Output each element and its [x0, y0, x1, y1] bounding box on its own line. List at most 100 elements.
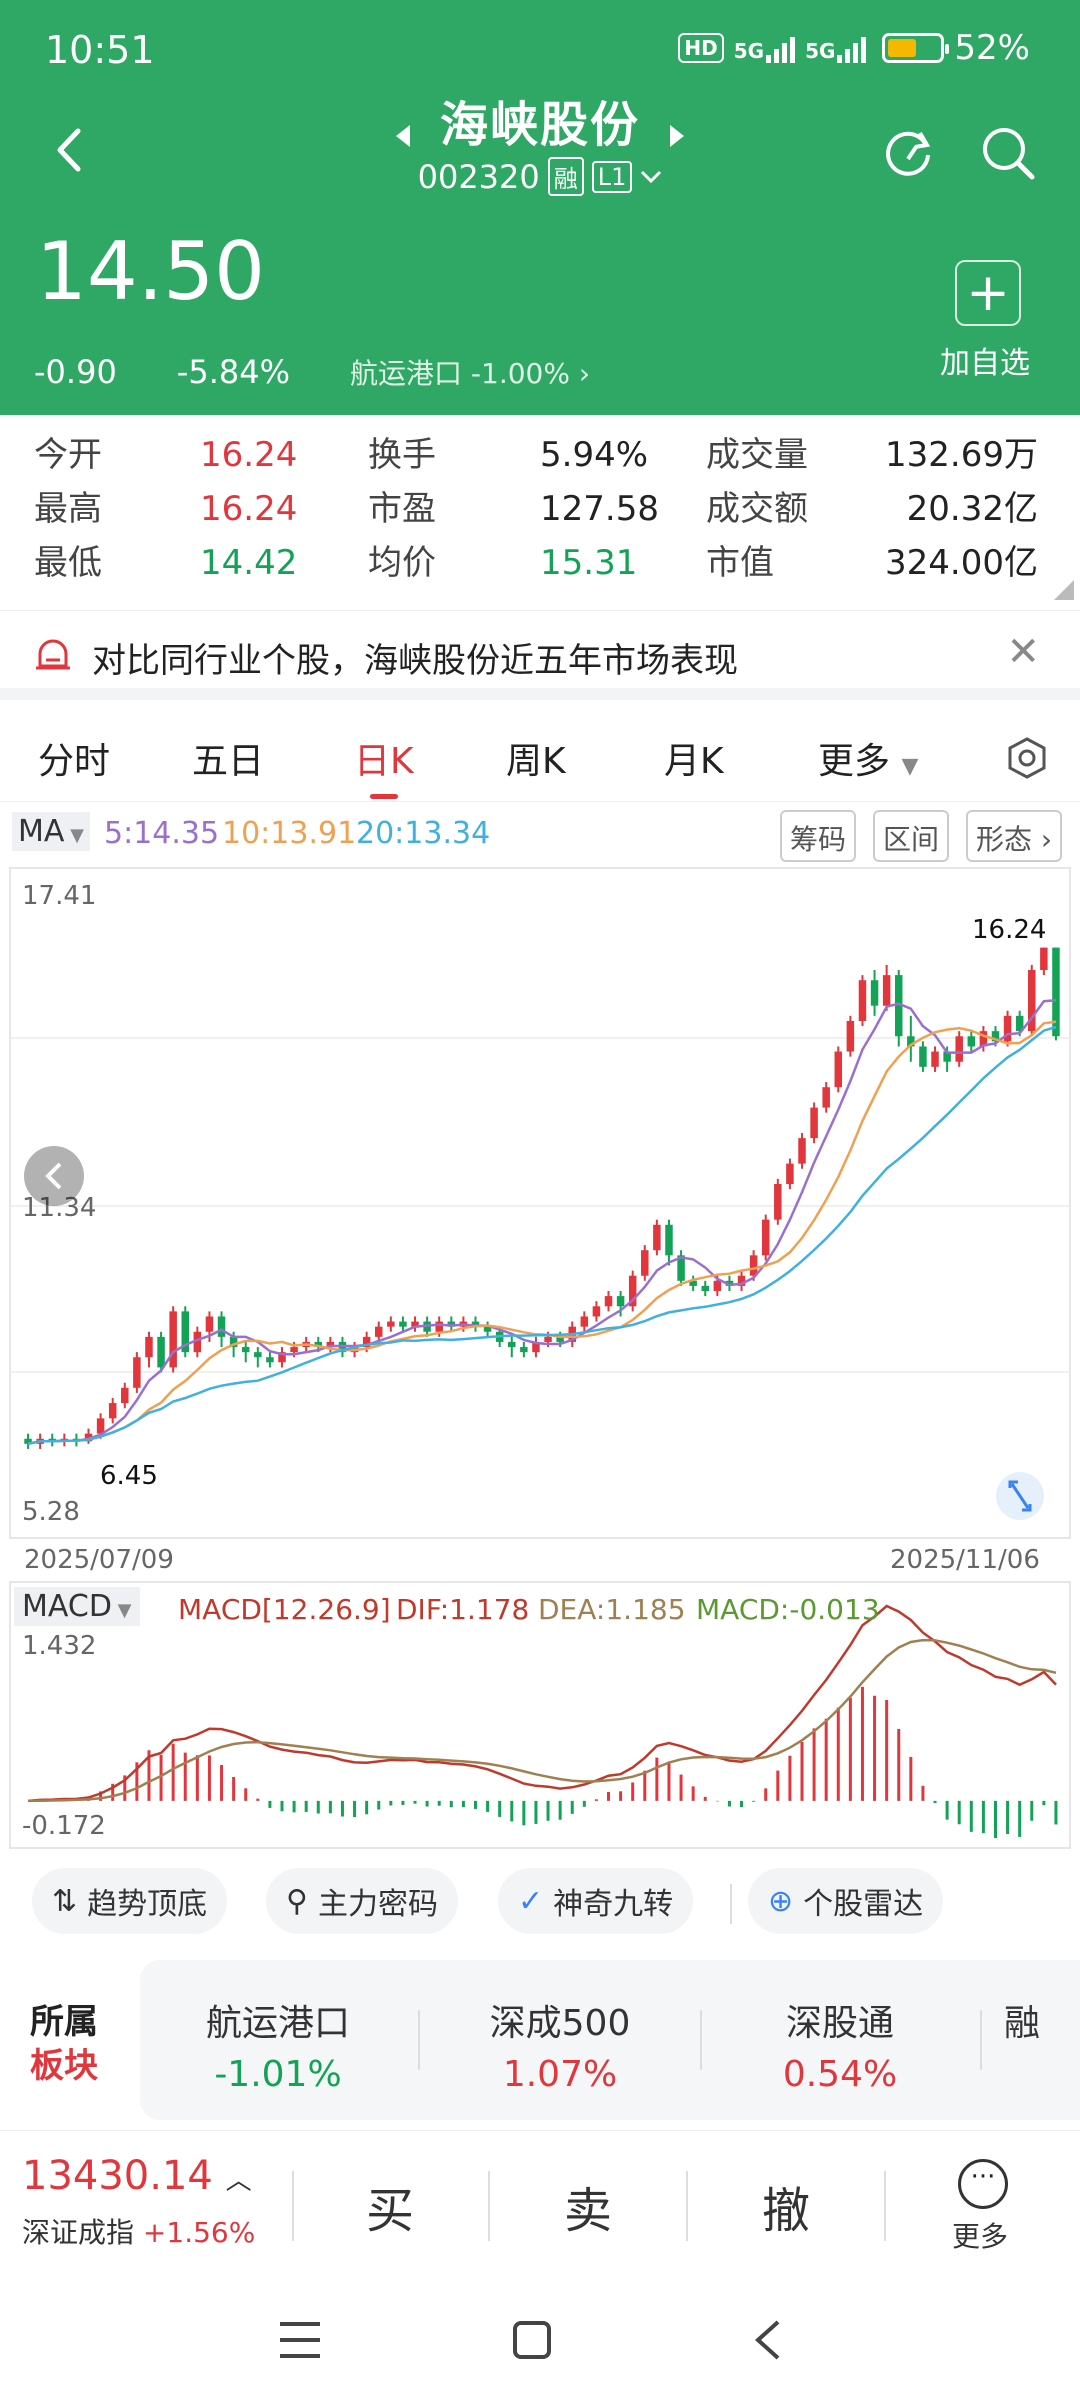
range-button[interactable]: 区间	[873, 810, 950, 862]
signal-icon-2: 5G	[805, 33, 867, 63]
candle-body	[362, 1336, 371, 1348]
tab-intraday[interactable]: 分时	[38, 741, 111, 782]
candle-body	[532, 1341, 540, 1353]
macd-selector[interactable]: MACD ▼	[14, 1587, 140, 1626]
candle-body	[266, 1357, 274, 1363]
ma-selector[interactable]: MA ▼	[12, 812, 90, 851]
add-watchlist-label[interactable]: 加自选	[940, 346, 1030, 381]
candle-body	[278, 1352, 286, 1363]
caret-down-icon: ▼	[111, 1600, 132, 1621]
candle-body	[399, 1321, 407, 1327]
ma5-value: 5:14.35	[104, 816, 220, 851]
back-icon[interactable]	[752, 2318, 784, 2362]
candle-body	[193, 1331, 202, 1353]
next-stock-icon[interactable]	[670, 125, 684, 147]
candle-body	[979, 1031, 988, 1047]
chevron-down-icon[interactable]	[640, 170, 662, 184]
candle-body	[907, 1036, 915, 1047]
back-arrow-icon[interactable]	[50, 125, 90, 175]
divider	[700, 2010, 702, 2070]
sector-item-name: 深成500	[489, 2003, 631, 2044]
ma20-line	[27, 1025, 1057, 1446]
stock-radar-button[interactable]: ⊕ 个股雷达	[748, 1868, 944, 1934]
more-button-label[interactable]: 更多	[952, 2220, 1009, 2253]
candles-group	[24, 947, 1060, 1449]
sector-item-value: -1.01%	[214, 2054, 342, 2095]
home-icon[interactable]	[512, 2320, 552, 2360]
pattern-button[interactable]: 形态 ›	[966, 810, 1063, 862]
scroll-left-button[interactable]	[24, 1146, 84, 1206]
nav-row: 海峡股份 002320 融 L1	[0, 95, 1080, 215]
menu-icon[interactable]	[278, 2320, 322, 2360]
candle-body	[931, 1051, 939, 1067]
candle-body	[314, 1341, 323, 1348]
feature-label: 主力密码	[317, 1887, 438, 1922]
stat-label: 成交额	[706, 489, 808, 529]
main-force-code-button[interactable]: ⚲ 主力密码	[266, 1868, 458, 1934]
cancel-order-button[interactable]: 撤	[762, 2183, 811, 2239]
trend-top-bottom-button[interactable]: ⇅ 趋势顶底	[32, 1868, 228, 1934]
candle-body	[604, 1296, 613, 1307]
sector-item-value: 0.54%	[782, 2054, 898, 2095]
tab-daily-k[interactable]: 日K	[354, 741, 414, 782]
candle-body	[798, 1138, 806, 1164]
tab-weekly-k[interactable]: 周K	[506, 741, 566, 782]
price-change: -0.90	[34, 353, 117, 391]
feature-row: ⇅ 趋势顶底 ⚲ 主力密码 ✓ 神奇九转 ⊕ 个股雷达	[0, 1860, 1080, 1940]
search-icon[interactable]	[980, 125, 1036, 181]
add-watchlist-button[interactable]: +	[955, 260, 1021, 326]
chips-button[interactable]: 筹码	[780, 810, 857, 862]
stat-value: 5.94%	[540, 435, 649, 475]
refresh-icon[interactable]	[880, 125, 936, 181]
more-dots-icon[interactable]: ···	[958, 2159, 1008, 2209]
compare-banner[interactable]: 对比同行业个股，海峡股份近五年市场表现 ✕	[0, 610, 1080, 700]
prev-stock-icon[interactable]	[396, 125, 410, 147]
current-price: 14.50	[36, 225, 266, 318]
divider	[730, 1884, 732, 1924]
candle-body	[121, 1387, 129, 1404]
ma-lines-group	[27, 998, 1057, 1446]
tab-more[interactable]: 更多 ▼	[818, 732, 918, 784]
sector-item[interactable]: 融	[990, 1994, 1080, 2054]
divider	[884, 2171, 886, 2241]
stat-value: 132.69万	[885, 435, 1038, 475]
candle-body	[616, 1296, 625, 1307]
sector-link[interactable]: 航运港口 -1.00% ›	[350, 357, 591, 390]
close-icon[interactable]: ✕	[1006, 629, 1040, 675]
stat-label: 今开	[34, 435, 102, 475]
bell-icon	[36, 639, 70, 670]
index-name-row[interactable]: 深证成指 +1.56%	[22, 2211, 255, 2251]
tab-monthly-k[interactable]: 月K	[664, 741, 724, 782]
buy-button[interactable]: 买	[366, 2183, 415, 2239]
stat-value: 14.42	[200, 543, 298, 583]
sector-row: 所属 板块 航运港口 -1.01% 深成500 1.07% 深股通 0.54% 融	[0, 1960, 1080, 2120]
index-value[interactable]: 13430.14 ︿	[22, 2153, 252, 2199]
candle-body	[157, 1336, 165, 1368]
stock-code-row[interactable]: 002320 融 L1	[340, 157, 740, 196]
macd-top-tick: 1.432	[22, 1631, 97, 1661]
candlestick-chart[interactable]: 17.41 11.34 5.28 16.24 6.45 2025/07/09 2…	[0, 866, 1080, 1856]
sell-button[interactable]: 卖	[564, 2183, 613, 2239]
level-tag: L1	[591, 160, 633, 193]
settings-hexagon-icon[interactable]	[1005, 736, 1049, 780]
sector-item[interactable]: 深成500 1.07%	[450, 1994, 670, 2095]
stat-value: 324.00亿	[885, 543, 1038, 583]
y-tick-bottom: 5.28	[22, 1497, 80, 1527]
sector-item[interactable]: 深股通 0.54%	[730, 1994, 950, 2095]
signal-icon-1: 5G	[734, 33, 796, 63]
candle-body	[24, 1438, 32, 1444]
stat-label: 最高	[34, 489, 102, 529]
candle-body	[229, 1336, 238, 1348]
magic-nine-button[interactable]: ✓ 神奇九转	[498, 1868, 694, 1934]
stock-title: 海峡股份 002320 融 L1	[340, 95, 740, 196]
candle-body	[1015, 1015, 1024, 1032]
index-change: +1.56%	[142, 2216, 256, 2249]
expand-corner-icon[interactable]	[1054, 580, 1074, 600]
tab-five-day[interactable]: 五日	[192, 741, 265, 782]
bottom-action-bar: 13430.14 ︿ 深证成指 +1.56% 买 卖 撤 ··· 更多	[0, 2130, 1080, 2270]
sector-item[interactable]: 航运港口 -1.01%	[168, 1994, 388, 2095]
banner-text: 对比同行业个股，海峡股份近五年市场表现	[92, 641, 738, 681]
sector-item-value: 1.07%	[502, 2054, 618, 2095]
stat-label: 最低	[34, 543, 102, 583]
candle-body	[435, 1321, 443, 1332]
